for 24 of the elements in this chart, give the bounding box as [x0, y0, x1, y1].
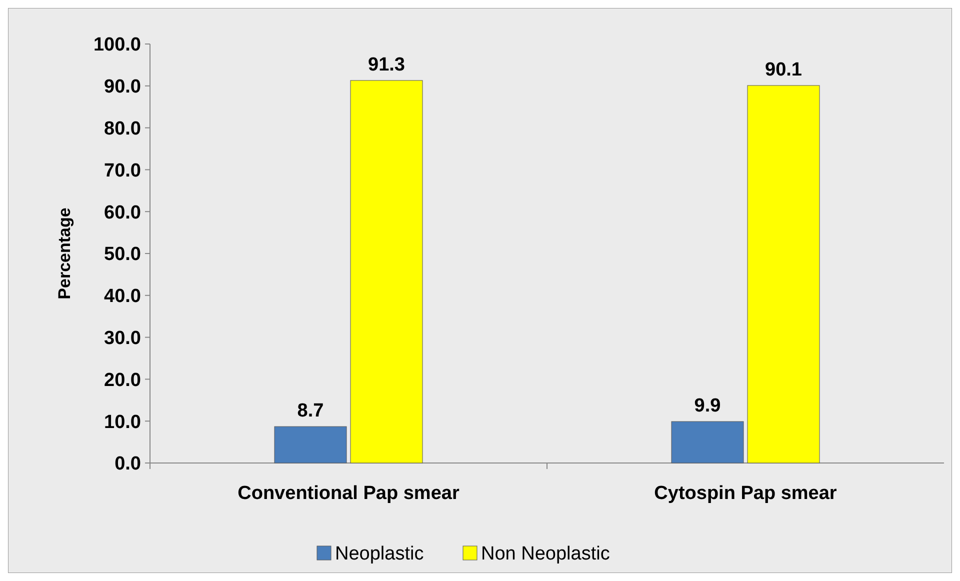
- data-label: 8.7: [297, 400, 324, 422]
- x-tick-label: Conventional Pap smear: [238, 483, 460, 504]
- y-axis-title: Percentage: [55, 208, 74, 300]
- y-tick-label: 40.0: [104, 286, 141, 308]
- y-tick-label: 0.0: [114, 454, 141, 475]
- legend-label: Non Neoplastic: [481, 544, 610, 565]
- y-tick-label: 90.0: [104, 76, 141, 98]
- y-tick-label: 80.0: [104, 118, 141, 140]
- y-tick-label: 70.0: [104, 160, 141, 182]
- y-tick-label: 10.0: [104, 412, 141, 433]
- data-label: 91.3: [368, 54, 405, 76]
- y-tick-label: 20.0: [104, 370, 141, 391]
- data-label: 9.9: [694, 396, 721, 417]
- y-tick-label: 60.0: [104, 202, 141, 224]
- data-label: 90.1: [765, 59, 802, 80]
- x-tick-label: Cytospin Pap smear: [654, 483, 838, 504]
- y-tick-label: 50.0: [104, 244, 141, 266]
- bar: [671, 421, 744, 464]
- bar: [274, 426, 347, 464]
- bar: [350, 80, 423, 464]
- bar: [747, 85, 820, 464]
- y-tick-label: 30.0: [104, 328, 141, 349]
- legend-label: Neoplastic: [335, 544, 424, 565]
- y-tick-label: 100.0: [93, 34, 141, 56]
